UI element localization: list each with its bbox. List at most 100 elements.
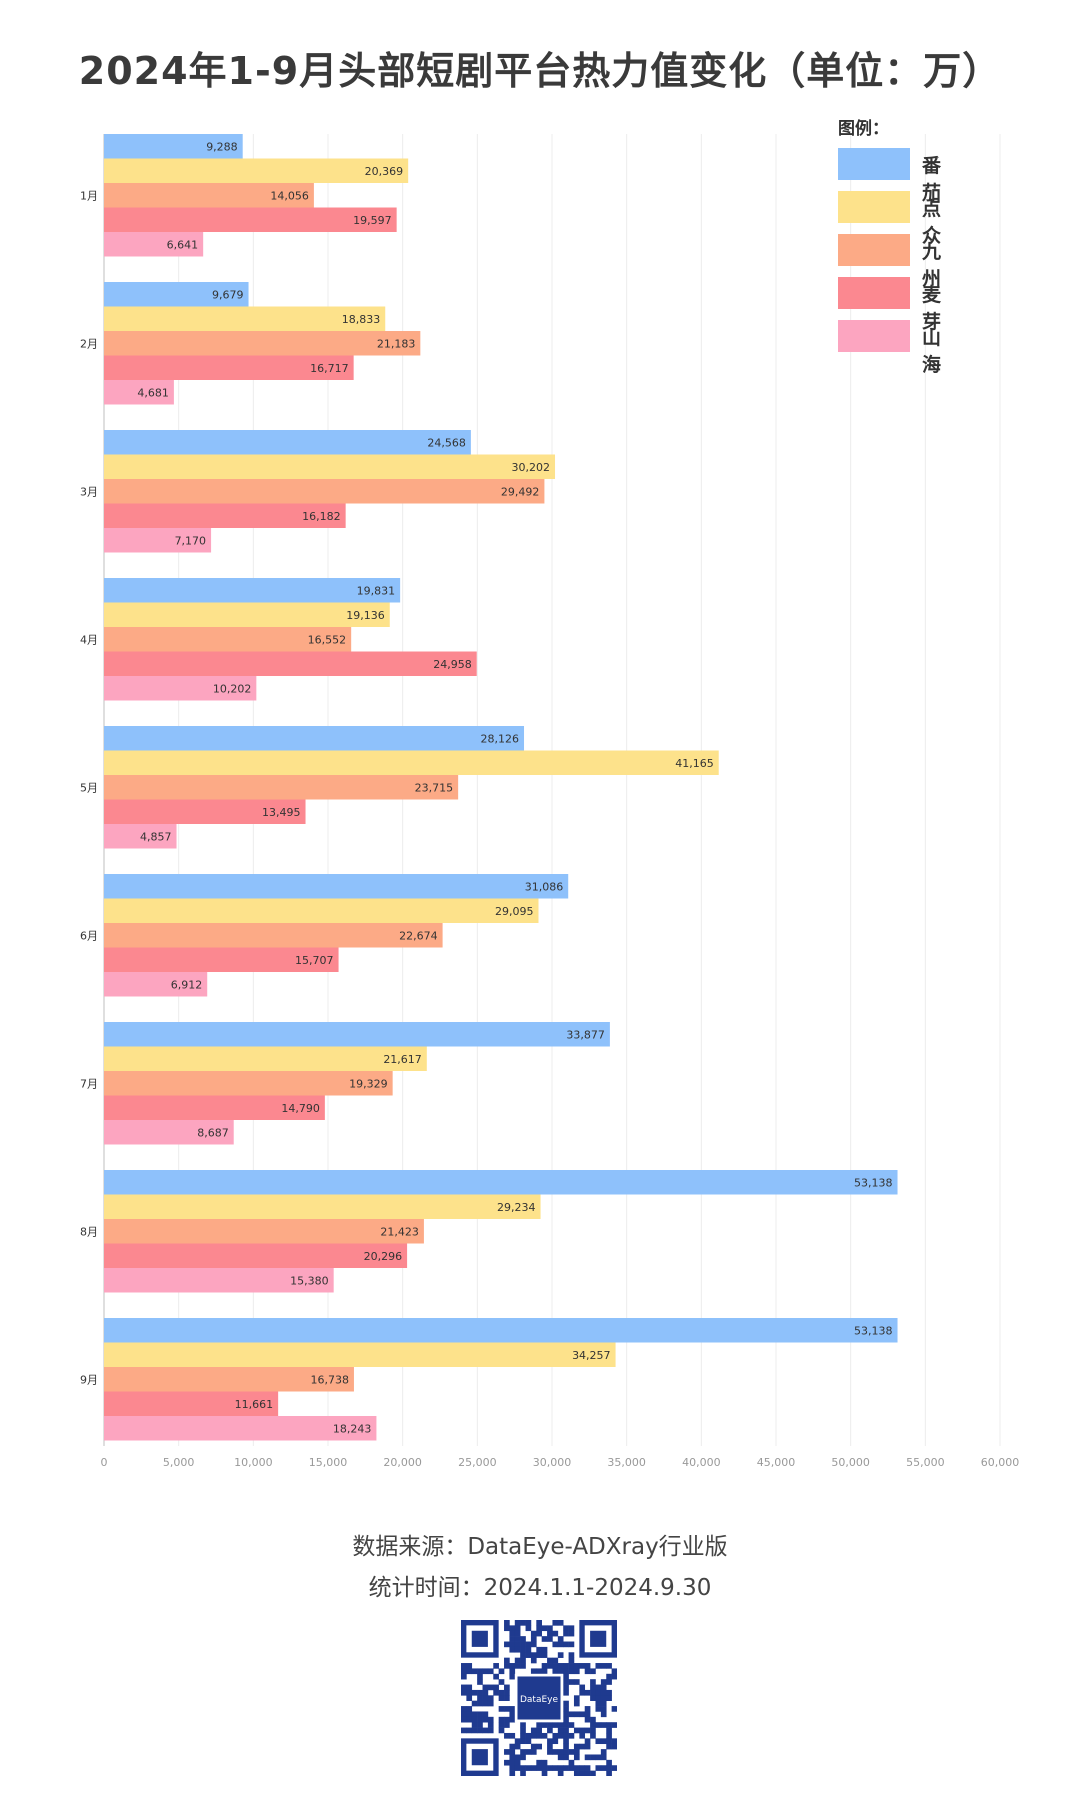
- qr-module: [466, 1684, 473, 1691]
- qr-module: [600, 1679, 607, 1685]
- qr-module: [461, 1706, 467, 1712]
- qr-module: [541, 1636, 548, 1642]
- bar-chart: 0 5,000 10,000 15,000 20,000 25,000 30,000 35,0…: [80, 134, 1019, 1469]
- qr-module: [525, 1625, 532, 1632]
- qr-module: [520, 1620, 526, 1626]
- qr-module: [509, 1673, 516, 1680]
- qr-module: [487, 1716, 494, 1723]
- bar-九州-9月: [104, 1367, 354, 1392]
- x-tick-label: 0: [101, 1456, 108, 1469]
- qr-module: [573, 1749, 580, 1755]
- qr-finder: [471, 1749, 488, 1766]
- data-label: 33,877: [566, 1028, 605, 1041]
- bar-番茄-3月: [104, 430, 471, 455]
- qr-module: [525, 1738, 532, 1745]
- qr-module: [471, 1727, 478, 1734]
- qr-module: [461, 1673, 467, 1680]
- qr-module: [573, 1663, 580, 1669]
- qr-module: [557, 1668, 564, 1675]
- qr-module: [590, 1770, 596, 1776]
- qr-module: [606, 1770, 612, 1776]
- qr-module: [584, 1743, 591, 1750]
- qr-module: [509, 1770, 516, 1776]
- qr-module: [466, 1663, 473, 1669]
- qr-module: [611, 1668, 617, 1675]
- data-label: 9,679: [212, 288, 244, 301]
- bar-麦芽-1月: [104, 207, 397, 232]
- qr-module: [579, 1711, 586, 1718]
- qr-module: [563, 1722, 569, 1728]
- data-label: 16,182: [302, 510, 341, 523]
- data-label: 29,234: [497, 1201, 536, 1214]
- qr-module: [504, 1732, 510, 1739]
- qr-module: [471, 1722, 478, 1728]
- qr-module: [509, 1732, 516, 1739]
- qr-code[interactable]: DataEye: [461, 1620, 617, 1776]
- qr-module: [487, 1722, 494, 1728]
- qr-module: [563, 1689, 569, 1696]
- qr-module: [520, 1636, 526, 1642]
- data-label: 24,568: [427, 436, 466, 449]
- qr-module: [461, 1689, 467, 1696]
- bar-山海-4月: [104, 676, 257, 701]
- bar-九州-1月: [104, 183, 314, 208]
- qr-module: [573, 1770, 580, 1776]
- qr-module: [584, 1754, 591, 1761]
- data-label: 6,641: [167, 238, 199, 251]
- qr-module: [498, 1722, 505, 1728]
- qr-module: [606, 1695, 612, 1701]
- qr-module: [584, 1689, 591, 1696]
- bar-麦芽-6月: [104, 947, 339, 972]
- qr-module: [568, 1668, 575, 1675]
- qr-module: [584, 1765, 591, 1771]
- qr-module: [482, 1684, 489, 1691]
- qr-module: [547, 1727, 553, 1734]
- category-label: 7月: [80, 1077, 98, 1090]
- qr-module: [482, 1668, 489, 1675]
- qr-module: [557, 1732, 564, 1739]
- qr-module: [498, 1679, 505, 1685]
- data-label: 41,165: [675, 757, 714, 770]
- qr-module: [520, 1765, 526, 1771]
- qr-logo: [517, 1676, 561, 1720]
- qr-module: [520, 1727, 526, 1734]
- qr-module: [557, 1663, 564, 1669]
- qr-module: [557, 1765, 564, 1771]
- qr-module: [509, 1759, 516, 1766]
- bar-九州-6月: [104, 923, 443, 948]
- legend-swatch: [838, 277, 910, 309]
- qr-module: [525, 1652, 532, 1658]
- qr-module: [514, 1646, 521, 1653]
- qr-module: [590, 1684, 596, 1691]
- category-label: 5月: [80, 781, 98, 794]
- data-label: 19,136: [346, 609, 385, 622]
- qr-module: [552, 1663, 559, 1669]
- qr-module: [520, 1738, 526, 1745]
- x-tick-label: 55,000: [906, 1456, 945, 1469]
- qr-module: [477, 1700, 483, 1707]
- qr-module: [530, 1636, 537, 1642]
- qr-module: [595, 1663, 602, 1669]
- qr-module: [590, 1689, 596, 1696]
- data-label: 16,717: [310, 362, 349, 375]
- data-label: 20,296: [364, 1250, 403, 1263]
- bar-番茄-7月: [104, 1022, 610, 1047]
- data-label: 53,138: [854, 1324, 893, 1337]
- qr-module: [568, 1679, 575, 1685]
- qr-module: [514, 1738, 521, 1745]
- qr-module: [482, 1716, 489, 1723]
- data-label: 29,095: [495, 905, 534, 918]
- qr-module: [514, 1625, 521, 1632]
- qr-module: [584, 1706, 591, 1712]
- qr-module: [504, 1663, 510, 1669]
- qr-module: [584, 1727, 591, 1734]
- qr-module: [504, 1716, 510, 1723]
- qr-module: [504, 1722, 510, 1728]
- qr-module: [611, 1743, 617, 1750]
- qr-module: [563, 1765, 569, 1771]
- qr-module: [514, 1620, 521, 1626]
- qr-module: [547, 1743, 553, 1750]
- category-label: 2月: [80, 337, 98, 350]
- legend-label: 九州: [922, 241, 942, 290]
- bar-麦芽-4月: [104, 651, 477, 676]
